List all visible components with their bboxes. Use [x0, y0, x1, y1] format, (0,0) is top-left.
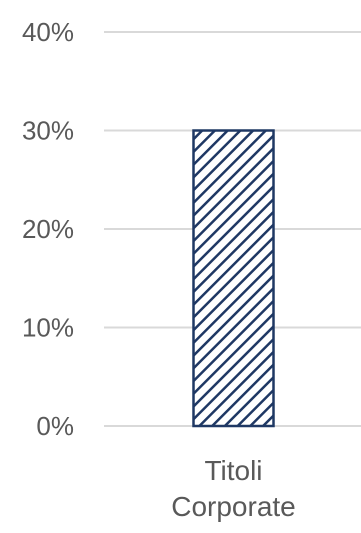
y-tick-label: 0%: [36, 411, 74, 441]
x-category-label: Titoli Corporate: [171, 455, 296, 522]
y-tick-label: 40%: [22, 17, 74, 47]
y-tick-label: 20%: [22, 214, 74, 244]
y-tick-label: 10%: [22, 313, 74, 343]
x-axis-category-labels: Titoli Corporate: [171, 455, 296, 522]
bars: [192, 129, 275, 428]
y-axis-tick-labels: 0% 10% 20% 30% 40%: [22, 17, 74, 441]
y-tick-label: 30%: [22, 116, 74, 146]
bar: [192, 129, 275, 428]
